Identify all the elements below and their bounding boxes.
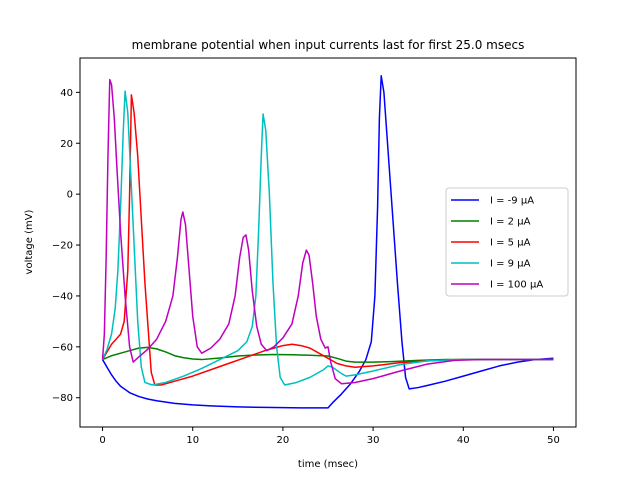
y-tick-label: 40 bbox=[60, 88, 73, 99]
x-tick-label: 30 bbox=[367, 435, 380, 446]
plot-area bbox=[101, 75, 554, 409]
x-tick-label: 20 bbox=[277, 435, 290, 446]
y-tick-label: −20 bbox=[52, 241, 73, 252]
x-tick-label: 0 bbox=[99, 435, 105, 446]
series-line-2 bbox=[101, 94, 554, 386]
x-axis-label: time (msec) bbox=[298, 459, 358, 470]
legend-label-3: I = 9 μA bbox=[490, 259, 531, 270]
series-line-3 bbox=[101, 90, 554, 386]
y-tick-label: −40 bbox=[52, 291, 73, 302]
legend: I = -9 μA I = 2 μA I = 5 μA I = 9 μA I = 100… bbox=[445, 187, 569, 297]
chart-title: membrane potential when input currents l… bbox=[132, 38, 525, 52]
axes-frame bbox=[79, 57, 577, 428]
series-line-0 bbox=[101, 75, 554, 409]
legend-label-2: I = 5 μA bbox=[490, 238, 531, 249]
x-tick-label: 10 bbox=[186, 435, 199, 446]
x-tick-label: 50 bbox=[547, 435, 560, 446]
legend-label-4: I = 100 μA bbox=[490, 280, 543, 291]
y-tick-label: −80 bbox=[52, 393, 73, 404]
legend-box bbox=[445, 187, 569, 297]
series-line-1 bbox=[102, 346, 554, 363]
axis-ticks: 0 10 20 30 40 50 −80 −60 −40 −20 0 20 40 bbox=[52, 88, 560, 446]
y-tick-label: 20 bbox=[60, 139, 73, 150]
y-axis-label: voltage (mV) bbox=[24, 209, 35, 274]
series-line-4 bbox=[101, 78, 554, 385]
legend-label-1: I = 2 μA bbox=[490, 217, 531, 228]
y-tick-label: −60 bbox=[52, 342, 73, 353]
x-tick-label: 40 bbox=[457, 435, 470, 446]
legend-label-0: I = -9 μA bbox=[490, 196, 534, 207]
y-tick-label: 0 bbox=[67, 190, 73, 201]
